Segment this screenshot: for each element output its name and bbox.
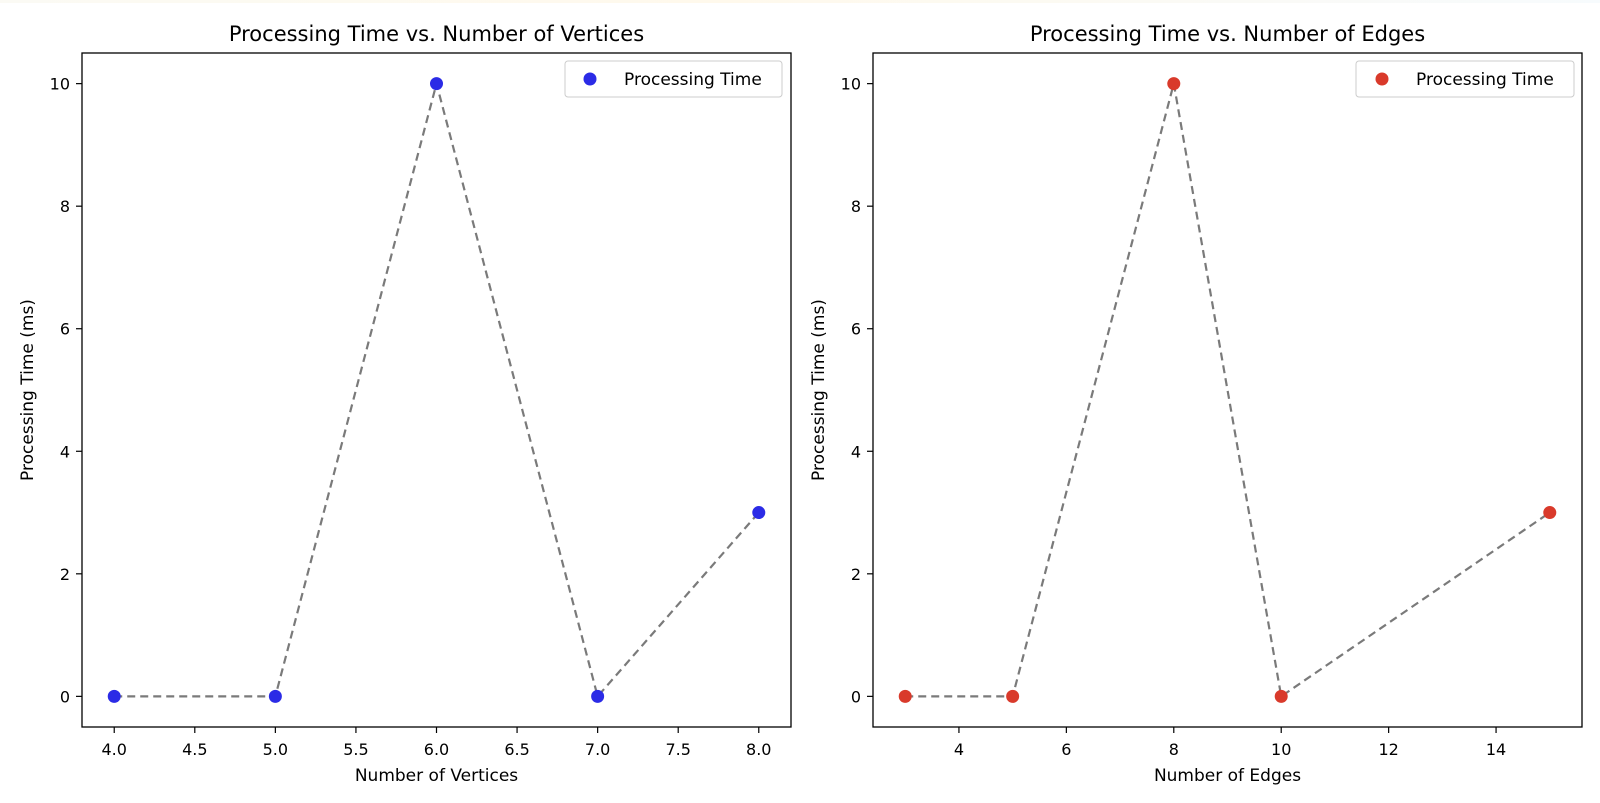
plot-area (872, 52, 1583, 728)
y-tick-label: 10 (50, 75, 70, 94)
legend: Processing Time (1355, 60, 1575, 98)
y-axis-label: Processing Time (ms) (18, 299, 38, 481)
data-point (107, 689, 121, 703)
chart-edges: Processing Time vs. Number of Edges Numb… (809, 22, 1583, 786)
x-tick-label: 8.0 (746, 740, 771, 759)
window-top-strip (0, 0, 1600, 3)
legend-label: Processing Time (624, 70, 762, 90)
connector-line (905, 83, 1551, 699)
y-axis-label: Processing Time (ms) (809, 299, 829, 481)
x-tick-label: 6 (1061, 740, 1071, 759)
y-tick-label: 10 (841, 75, 861, 94)
data-points (107, 77, 766, 703)
data-point (1274, 689, 1288, 703)
y-tick-label: 6 (60, 320, 70, 339)
y-tick-label: 6 (851, 320, 861, 339)
x-tick-label: 7.5 (665, 740, 690, 759)
dashed-connector (905, 83, 1551, 699)
chart-title: Processing Time vs. Number of Vertices (229, 22, 644, 46)
x-tick-label: 8 (1169, 740, 1179, 759)
data-point (591, 689, 605, 703)
legend-box (564, 60, 783, 98)
x-tick-label: 6.0 (424, 740, 449, 759)
x-tick-label: 5.0 (263, 740, 288, 759)
x-tick-label: 14 (1486, 740, 1506, 759)
y-tick-label: 2 (60, 565, 70, 584)
x-tick-label: 6.5 (504, 740, 529, 759)
data-point (268, 689, 282, 703)
legend: Processing Time (564, 60, 783, 98)
data-point (752, 506, 766, 520)
legend-label: Processing Time (1416, 70, 1554, 90)
data-point (1167, 77, 1181, 91)
data-point (898, 689, 912, 703)
data-points (898, 77, 1557, 703)
legend-marker (1375, 72, 1389, 86)
y-tick-label: 8 (851, 197, 861, 216)
y-tick-label: 8 (60, 197, 70, 216)
x-tick-label: 4.5 (182, 740, 207, 759)
axis-ticks: 4 6 8 10 12 14 0 2 4 6 8 10 (841, 75, 1507, 759)
data-point (1006, 689, 1020, 703)
plot-area (81, 52, 792, 728)
x-tick-label: 10 (1271, 740, 1291, 759)
x-tick-label: 4.0 (102, 740, 127, 759)
data-point (430, 77, 443, 91)
axis-ticks: 4.0 4.5 5.0 5.5 6.0 6.5 7.0 7.5 8.0 0 2 4 6 8 10 (50, 75, 772, 759)
y-tick-label: 0 (851, 687, 861, 706)
x-tick-label: 5.5 (343, 740, 368, 759)
y-tick-label: 0 (60, 687, 70, 706)
y-tick-label: 2 (851, 565, 861, 584)
x-axis-label: Number of Edges (1154, 766, 1301, 786)
legend-marker (583, 72, 597, 86)
chart-vertices: Processing Time vs. Number of Vertices N… (18, 22, 792, 786)
y-tick-label: 4 (60, 442, 70, 461)
x-tick-label: 7.0 (585, 740, 610, 759)
x-tick-label: 4 (954, 740, 964, 759)
legend-box (1355, 60, 1575, 98)
data-point (1543, 506, 1557, 520)
x-tick-label: 12 (1378, 740, 1398, 759)
x-axis-label: Number of Vertices (355, 766, 518, 786)
chart-title: Processing Time vs. Number of Edges (1030, 22, 1425, 46)
y-tick-label: 4 (851, 442, 861, 461)
